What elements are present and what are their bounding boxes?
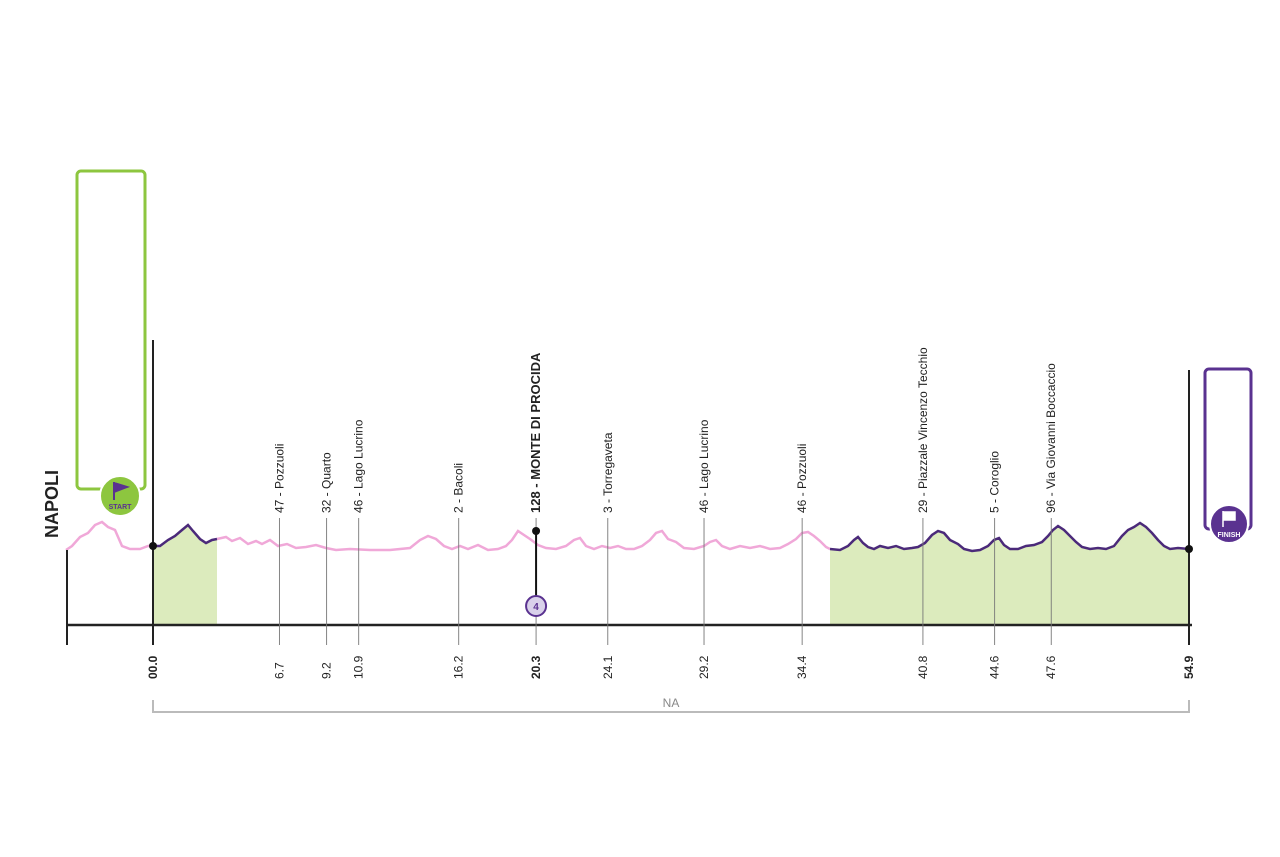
km-tick-label: 40.8 bbox=[916, 655, 930, 679]
climb-summit-dot bbox=[532, 527, 541, 535]
km-tick-label: 34.4 bbox=[795, 655, 809, 679]
profile-line-segment-2 bbox=[829, 521, 1190, 553]
km-tick-label: 00.0 bbox=[146, 655, 160, 679]
neutral-label: NA bbox=[663, 696, 680, 710]
place-label: 46 - Pozzuoli bbox=[795, 444, 809, 513]
km-tick-label: 44.6 bbox=[988, 655, 1002, 679]
place-label: 46 - Lago Lucrino bbox=[697, 419, 711, 513]
place-label: 5 - Coroglio bbox=[988, 451, 1002, 513]
pre-start-line bbox=[65, 520, 153, 552]
climb-category-label: 4 bbox=[533, 602, 539, 613]
finish-dot bbox=[1185, 545, 1193, 553]
place-label: 46 - Lago Lucrino bbox=[352, 419, 366, 513]
km-tick-label: 47.6 bbox=[1044, 655, 1058, 679]
place-label: 32 - Quarto bbox=[320, 452, 334, 513]
finish-badge-label: FINISH bbox=[1218, 532, 1241, 539]
profile-fill-segment-2 bbox=[830, 523, 1189, 625]
place-label: 3 - Torregaveta bbox=[601, 432, 615, 513]
place-label: 47 - Pozzuoli bbox=[272, 444, 286, 513]
place-label: 128 - MONTE DI PROCIDA bbox=[528, 352, 543, 513]
profile-fill-segment-1 bbox=[153, 525, 217, 625]
finish-badge bbox=[1209, 504, 1249, 544]
start-flag-icon bbox=[113, 482, 131, 500]
place-label: 96 - Via Giovanni Boccaccio bbox=[1044, 363, 1058, 513]
climb-category-badge bbox=[525, 595, 548, 617]
profile-line-segment-1 bbox=[153, 523, 218, 548]
km-tick-label: 16.2 bbox=[452, 655, 466, 679]
transfer-line bbox=[216, 529, 831, 552]
start-label-box bbox=[75, 169, 147, 491]
km-tick-label: 9.2 bbox=[320, 662, 334, 679]
km-tick-label: 20.3 bbox=[529, 655, 543, 679]
start-dot bbox=[149, 542, 157, 550]
pre-start-label: NAPOLI bbox=[42, 470, 62, 538]
km-tick-label: 54.9 bbox=[1182, 655, 1196, 679]
km-tick-label: 29.2 bbox=[697, 655, 711, 679]
finish-flag-icon bbox=[1222, 511, 1236, 527]
place-label: 29 - Piazzale Vincenzo Tecchio bbox=[916, 347, 930, 513]
place-label: 2 - Bacoli bbox=[452, 463, 466, 513]
start-badge-label: START bbox=[109, 504, 133, 511]
start-badge bbox=[99, 475, 141, 517]
km-tick-label: 6.7 bbox=[272, 662, 286, 679]
km-tick-label: 10.9 bbox=[352, 655, 366, 679]
km-tick-label: 24.1 bbox=[601, 655, 615, 679]
neutral-bracket bbox=[152, 700, 1190, 713]
